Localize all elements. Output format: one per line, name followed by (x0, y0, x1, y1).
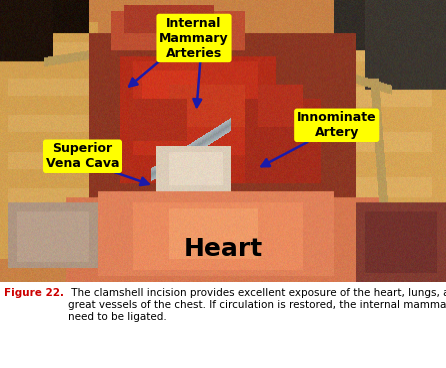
Text: The clamshell incision provides excellent exposure of the heart, lungs, and
grea: The clamshell incision provides excellen… (69, 289, 446, 322)
Text: Internal
Mammary
Arteries: Internal Mammary Arteries (159, 17, 229, 60)
Text: Innominate
Artery: Innominate Artery (297, 111, 376, 139)
Text: Heart: Heart (183, 237, 263, 261)
Text: Superior
Vena Cava: Superior Vena Cava (46, 142, 119, 170)
Text: Figure 22.: Figure 22. (4, 289, 65, 298)
